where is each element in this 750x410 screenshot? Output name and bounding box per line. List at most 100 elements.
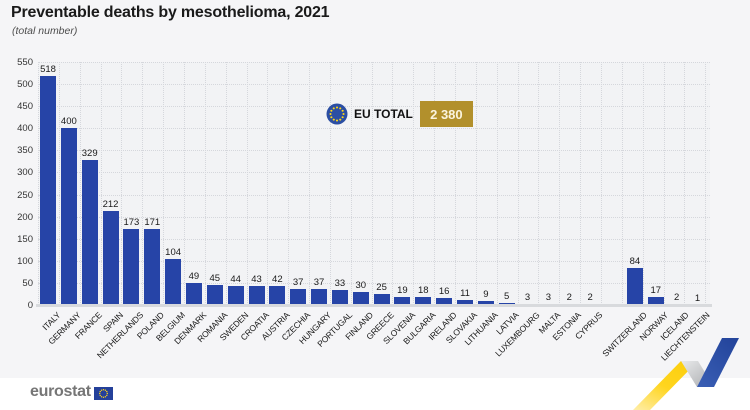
- x-gridline: [183, 62, 185, 305]
- x-gridline: [434, 62, 436, 305]
- eu-flag-star: [330, 116, 333, 119]
- x-axis-line: [36, 304, 712, 307]
- y-tick-label: 0: [27, 300, 33, 311]
- x-gridline: [142, 62, 144, 305]
- x-gridline: [204, 62, 206, 305]
- y-gridline: [38, 62, 710, 63]
- bar-value-label: 171: [144, 217, 161, 229]
- bar-value-label: 16: [438, 285, 450, 297]
- bar: [102, 211, 119, 305]
- bar-value-label: 49: [188, 271, 200, 283]
- x-gridline: [600, 62, 602, 305]
- eu-flag-star: [341, 109, 344, 112]
- bar-value-label: 18: [418, 285, 429, 297]
- x-gridline: [288, 62, 290, 305]
- eu-total-label: EU TOTAL: [354, 107, 413, 121]
- chart-subtitle: (total number): [12, 25, 78, 37]
- bar: [415, 297, 432, 305]
- bar-value-label: 400: [60, 116, 77, 128]
- y-gridline: [38, 194, 710, 196]
- bar-value-label: 45: [209, 273, 221, 285]
- bar: [40, 76, 56, 305]
- bar: [436, 297, 453, 305]
- chart-title: Preventable deaths by mesothelioma, 2021: [11, 4, 330, 21]
- bar-value-label: 2: [566, 292, 572, 304]
- y-tick-label: 450: [17, 101, 33, 113]
- x-gridline: [621, 62, 623, 305]
- eu-flag-star: [100, 389, 103, 391]
- eu-flag-star: [330, 109, 333, 112]
- y-tick-label: 300: [17, 167, 33, 179]
- y-tick-label: 500: [17, 79, 33, 91]
- bar: [311, 288, 328, 305]
- x-gridline: [225, 62, 227, 305]
- bar: [81, 159, 98, 305]
- y-gridline: [38, 216, 710, 218]
- bar-value-label: 33: [334, 278, 346, 290]
- bar-value-label: 37: [292, 276, 304, 288]
- bar-value-label: 25: [376, 281, 387, 293]
- y-tick-label: 400: [17, 123, 33, 135]
- y-gridline: [38, 150, 710, 152]
- bar-value-label: 104: [165, 247, 182, 259]
- x-gridline: [163, 62, 165, 305]
- eu-total-badge: EU TOTAL 2 380: [326, 100, 473, 128]
- eu-flag-star: [106, 392, 108, 394]
- x-gridline: [475, 62, 477, 305]
- x-gridline: [580, 62, 582, 305]
- x-gridline: [79, 62, 81, 305]
- x-gridline: [267, 62, 269, 305]
- bar: [227, 285, 244, 305]
- bar: [165, 259, 182, 305]
- x-gridline: [559, 62, 561, 305]
- bar-value-label: 37: [313, 276, 325, 288]
- eu-flag-star: [102, 396, 104, 398]
- eu-flag-star: [341, 116, 344, 119]
- eu-flag-star: [105, 390, 108, 392]
- bar: [352, 291, 369, 305]
- bar: [457, 300, 473, 305]
- bar: [626, 267, 643, 305]
- eu-flag-star: [104, 389, 106, 391]
- bar: [185, 283, 202, 305]
- bar-value-label: 30: [355, 279, 367, 291]
- bar-value-label: 19: [397, 284, 408, 296]
- bar: [248, 286, 265, 305]
- y-tick-label: 50: [22, 277, 33, 289]
- plot-area: 518 400 329 212 173 171 104 49 45 44 43 42 37 37 33 30 2…: [38, 62, 710, 305]
- y-gridline: [38, 106, 710, 108]
- bar-value-label: 3: [524, 291, 531, 303]
- bar: [373, 293, 390, 305]
- eu-flag-star: [335, 119, 339, 122]
- x-gridline: [392, 62, 394, 305]
- eu-flag-logo-icon: [93, 386, 113, 400]
- eu-flag-star: [104, 395, 106, 397]
- x-gridline: [371, 62, 373, 305]
- eu-flag-star: [105, 394, 108, 396]
- bar: [647, 297, 664, 305]
- bar-value-label: 329: [81, 147, 98, 159]
- bar-value-label: 17: [650, 285, 662, 297]
- bar-value-label: 5: [504, 290, 510, 302]
- bar-value-label: 518: [40, 64, 56, 76]
- y-tick-label: 100: [17, 255, 33, 267]
- x-gridline: [496, 62, 498, 305]
- y-tick-label: 250: [17, 189, 33, 201]
- x-gridline: [642, 62, 644, 305]
- bar-value-label: 3: [545, 291, 552, 303]
- eu-flag-star: [329, 112, 332, 116]
- x-gridline: [455, 62, 456, 305]
- bar-value-label: 9: [483, 289, 489, 301]
- eu-flag-star: [100, 395, 103, 397]
- bar-value-label: 84: [629, 255, 641, 267]
- x-gridline: [38, 62, 39, 305]
- x-gridline: [329, 62, 331, 305]
- x-gridline: [350, 62, 352, 305]
- eu-flag-star: [339, 107, 342, 110]
- x-gridline: [663, 62, 665, 305]
- bar: [331, 290, 348, 305]
- eu-flag-star: [99, 394, 101, 396]
- bar: [290, 288, 307, 305]
- bar-value-label: 44: [230, 273, 241, 285]
